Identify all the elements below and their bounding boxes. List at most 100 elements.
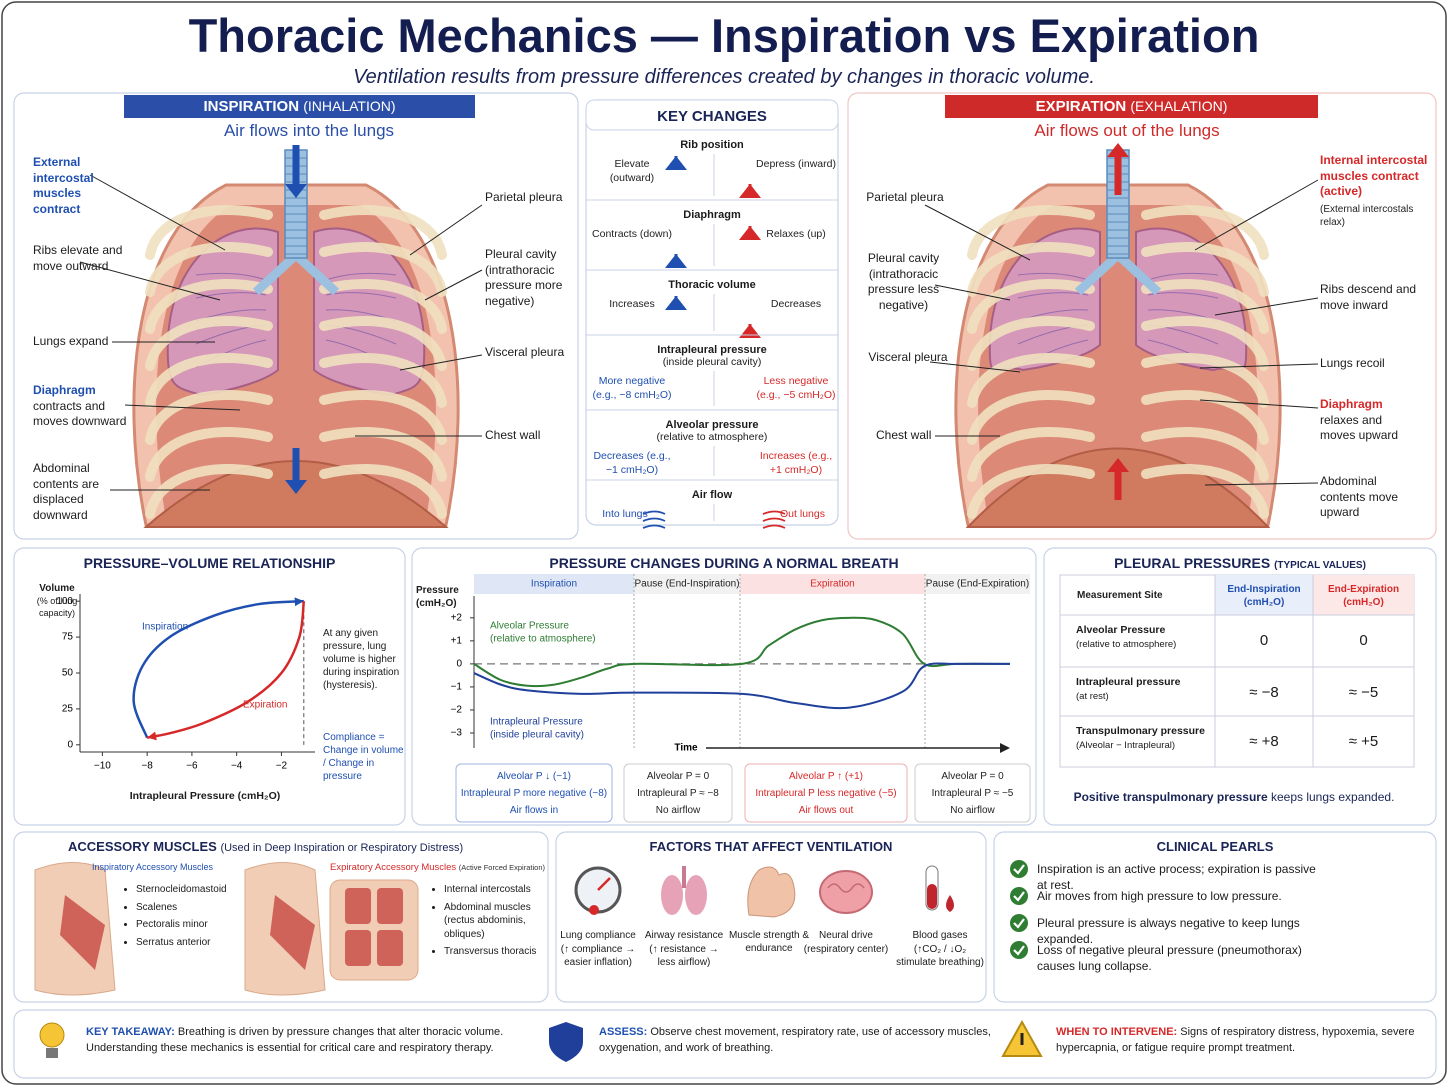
heading-bar xyxy=(945,95,1318,118)
x-axis-title: Time xyxy=(674,743,698,754)
rib xyxy=(145,315,273,371)
rib xyxy=(319,241,447,297)
key-change-left: Into lungs xyxy=(602,508,648,520)
footer-emphasis: Positive transpulmonary pressure xyxy=(1073,790,1268,804)
flow-arrow-head xyxy=(1107,458,1129,472)
muscle-item: Abdominal muscles (rectus abdominis, obl… xyxy=(444,901,554,942)
time-arrowhead xyxy=(1000,743,1010,753)
arm-icon xyxy=(747,866,796,918)
key-change-left: Decreases (e.g., −1 cmH₂O) xyxy=(593,450,671,476)
rib xyxy=(145,426,273,482)
rib xyxy=(967,389,1095,445)
anatomy-label: Diaphragm relaxes and moves upward xyxy=(1320,397,1420,444)
anatomy-label: Pleural cavity (intrathoracic pressure l… xyxy=(867,251,940,312)
table-value: ≈ +8 xyxy=(1249,733,1279,750)
x-tick-label: −8 xyxy=(141,761,153,772)
y-axis-title: Pressure (cmH₂O) xyxy=(416,585,459,609)
heading-text: INSPIRATION xyxy=(203,98,300,115)
label-emphasis: Internal intercostal muscles contract (a… xyxy=(1320,153,1428,199)
rib xyxy=(319,352,447,408)
pv-curve xyxy=(146,601,306,739)
label-emphasis: External intercostal muscles contract xyxy=(33,155,94,216)
footer-text: Breathing is driven by pressure changes … xyxy=(86,1026,504,1054)
pressure-curve xyxy=(473,662,1011,710)
header-cell-bg xyxy=(1215,575,1313,615)
phase-box-line: Intrapleural P less negative (−5) xyxy=(755,788,897,799)
y-axis-title: Volume xyxy=(39,583,75,594)
table-value: 0 xyxy=(1259,632,1269,649)
key-change-name: Rib position xyxy=(680,139,744,151)
y-tick-label: 100 xyxy=(56,596,73,607)
check-mark xyxy=(1013,864,1025,875)
flow-arrow-head xyxy=(739,184,761,198)
heading-note: (Active Forced Expiration) xyxy=(458,863,545,872)
anatomy-label: Chest wall xyxy=(485,428,541,442)
flow-arrow-head xyxy=(285,480,307,494)
pearl-item: Pleural pressure is always negative to k… xyxy=(1037,916,1300,946)
panel-title: CLINICAL PEARLS xyxy=(1156,839,1274,854)
leader-line xyxy=(399,354,483,371)
bronchus xyxy=(252,251,300,296)
leader-line xyxy=(1214,297,1319,316)
series-note: (inside pleural cavity) xyxy=(490,730,584,741)
muscle-illustration xyxy=(270,895,315,970)
muscle-item: Sternocleidomastoid xyxy=(136,883,246,897)
lung-icon xyxy=(685,875,707,915)
rib xyxy=(145,389,273,445)
leader-line xyxy=(1199,399,1319,409)
abdominal-muscle xyxy=(345,888,371,924)
leader-line xyxy=(79,261,221,301)
key-change-right: Decreases xyxy=(770,298,822,310)
air-icon xyxy=(642,524,666,529)
check-mark xyxy=(1013,891,1025,902)
rib xyxy=(967,278,1095,334)
label-emphasis: Diaphragm xyxy=(1320,397,1383,411)
x-tick-label: −6 xyxy=(186,761,198,772)
phase-box-line: No airflow xyxy=(950,805,995,816)
title-text: ACCESSORY MUSCLES xyxy=(68,839,217,854)
bulb-base xyxy=(46,1048,58,1058)
page-title: Thoracic Mechanics — Inspiration vs Expi… xyxy=(188,9,1260,62)
x-axis-title: Intrapleural Pressure (cmH₂O) xyxy=(129,790,281,802)
y-tick-label: +2 xyxy=(451,612,463,623)
footer-note: ASSESS: Observe chest movement, respirat… xyxy=(599,1025,994,1057)
phase-label: Pause (End-Expiration) xyxy=(926,579,1029,590)
rib xyxy=(145,352,273,408)
key-change-right: Less negative (e.g., −5 cmH₂O) xyxy=(756,375,836,401)
brain-fold xyxy=(827,883,865,893)
rib xyxy=(319,204,447,260)
phase-band xyxy=(925,574,1030,594)
leader-line xyxy=(1204,482,1319,486)
footer-text: keeps lungs expanded. xyxy=(1270,790,1395,804)
y-tick-label: +1 xyxy=(451,635,463,646)
key-change-sub: (inside pleural cavity) xyxy=(662,356,762,368)
y-tick-label: 25 xyxy=(62,704,74,715)
series-label: Expiration xyxy=(243,700,287,711)
rib xyxy=(319,278,447,334)
rib xyxy=(1141,463,1269,519)
chart-note: At any given pressure, lung volume is hi… xyxy=(323,628,400,691)
muscle-item: Pectoralis minor xyxy=(136,918,246,932)
key-change-name: Diaphragm xyxy=(683,209,741,221)
phase-label: Pause (End-Inspiration) xyxy=(634,579,739,590)
footer-emphasis: ASSESS: xyxy=(599,1026,648,1038)
pearls-panel xyxy=(993,831,1437,1003)
pv-panel xyxy=(13,547,406,826)
label-note: (External intercostals relax) xyxy=(1320,203,1414,228)
pv-curve xyxy=(132,599,304,739)
check-icon xyxy=(1010,860,1028,878)
flow-arrow-head xyxy=(1107,143,1129,157)
table-value: 0 xyxy=(1359,632,1368,649)
factor-name: Neural drive xyxy=(819,930,873,941)
phase-box-line: Intrapleural P ≈ −5 xyxy=(931,788,1014,799)
bronchus xyxy=(292,251,340,296)
phase-band xyxy=(740,574,925,594)
shield-icon xyxy=(549,1022,583,1062)
leader-line xyxy=(934,284,1011,301)
pressure-curve xyxy=(473,616,1010,688)
rib xyxy=(1141,315,1269,371)
leader-line xyxy=(1199,363,1319,369)
breath-panel xyxy=(411,547,1037,826)
